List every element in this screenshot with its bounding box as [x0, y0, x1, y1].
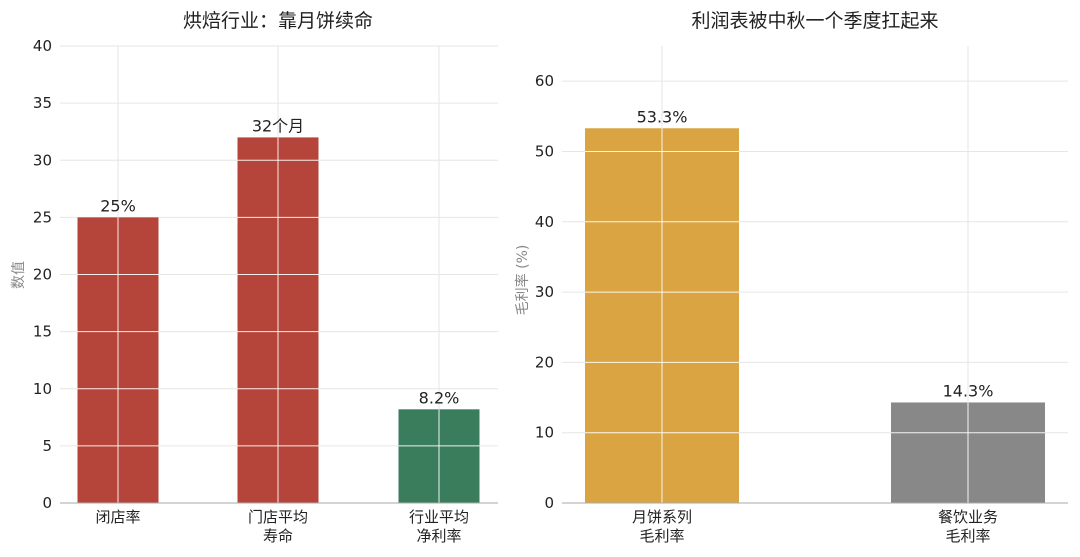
y-tick-label: 30: [535, 283, 554, 301]
right-chart-y-ticks: 0 10 20 30 40 50 60: [535, 72, 1068, 512]
x-tick-label: 寿命: [263, 527, 293, 545]
y-tick-label: 50: [535, 142, 554, 160]
y-tick-label: 20: [33, 266, 52, 284]
y-tick-label: 10: [535, 424, 554, 442]
x-tick-label: 餐饮业务: [938, 508, 998, 526]
y-tick-label: 0: [544, 494, 554, 512]
data-label: 8.2%: [419, 388, 460, 407]
x-tick-label: 闭店率: [95, 508, 140, 526]
x-tick-label: 月饼系列: [632, 508, 692, 526]
y-tick-label: 5: [42, 437, 52, 455]
data-label: 53.3%: [637, 107, 688, 126]
right-chart-data-labels: 53.3% 14.3%: [637, 107, 994, 400]
x-tick-label: 毛利率: [945, 527, 990, 545]
right-chart-y-axis-label: 毛利率 (%): [514, 245, 531, 316]
data-label: 25%: [100, 196, 136, 215]
left-chart-y-ticks: 0 5 10 15 20 25 30 35 40: [33, 37, 498, 512]
y-tick-label: 35: [33, 94, 52, 112]
left-chart-data-labels: 25% 32个月 8.2%: [100, 116, 459, 407]
y-tick-label: 60: [535, 72, 554, 90]
y-tick-label: 40: [33, 37, 52, 55]
left-chart: 烘焙行业：靠月饼续命 数值 0 5 10 15 20 25 30 35 40 闭店率 门店平均寿命…: [11, 10, 498, 545]
data-label: 32个月: [252, 116, 304, 135]
y-tick-label: 40: [535, 213, 554, 231]
y-tick-label: 25: [33, 208, 52, 226]
right-chart-bars: [585, 128, 1045, 503]
right-chart-title: 利润表被中秋一个季度扛起来: [691, 10, 938, 32]
left-chart-bars: [77, 137, 480, 503]
y-tick-label: 0: [42, 494, 52, 512]
y-tick-label: 15: [33, 323, 52, 341]
right-chart: 利润表被中秋一个季度扛起来 毛利率 (%) 0 10 20 30 40 50 60 月饼系列…: [514, 10, 1068, 545]
y-tick-label: 10: [33, 380, 52, 398]
left-chart-title: 烘焙行业：靠月饼续命: [183, 10, 373, 32]
x-tick-label: 行业平均: [409, 508, 469, 526]
y-tick-label: 30: [33, 151, 52, 169]
x-tick-label: 净利率: [416, 527, 461, 545]
y-tick-label: 20: [535, 353, 554, 371]
left-chart-y-axis-label: 数值: [11, 261, 27, 289]
x-tick-label: 毛利率: [639, 527, 684, 545]
x-tick-label: 门店平均: [248, 508, 308, 526]
data-label: 14.3%: [943, 381, 994, 400]
